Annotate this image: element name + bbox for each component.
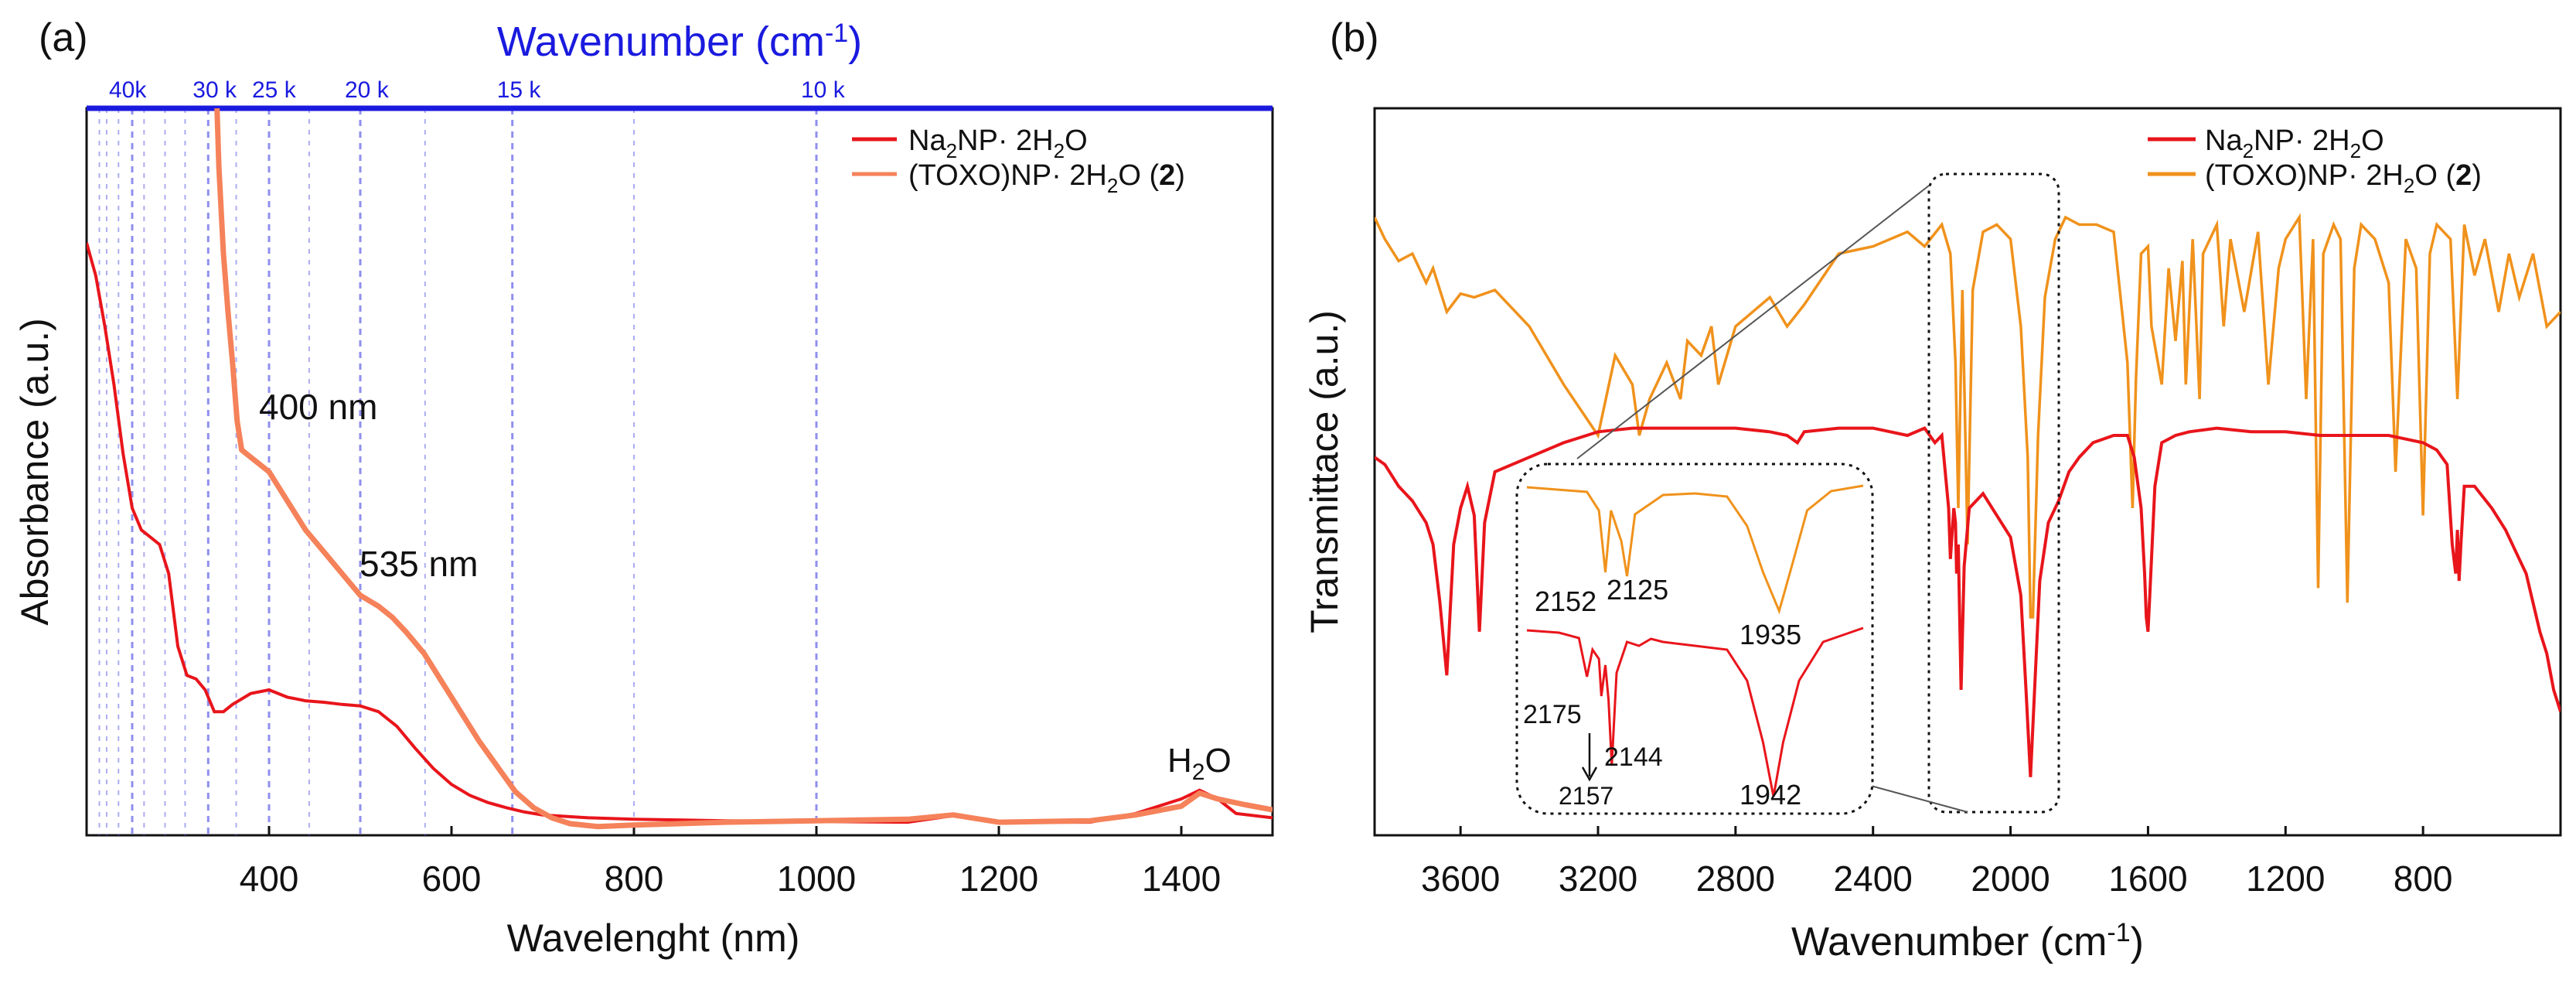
top-axis-tick-label: 15 k xyxy=(497,77,542,103)
x-axis-tick-label: 800 xyxy=(605,858,664,899)
panel-a-top-gridlines xyxy=(98,108,818,835)
series-na2np-line xyxy=(87,242,1273,824)
x-axis-tick-label: 1200 xyxy=(959,858,1038,899)
series-toxonp-line xyxy=(214,108,1273,830)
legend-b-label-na2np: Na2NP· 2H2O xyxy=(2205,125,2384,162)
panel-b-label: (b) xyxy=(1330,15,1379,60)
inset-label-2157: 2157 xyxy=(1559,782,1613,810)
inset-na2np-line xyxy=(1526,626,1864,797)
top-axis-tick-label: 25 k xyxy=(252,77,297,103)
x-axis-tick-label: 1400 xyxy=(1142,858,1221,899)
top-axis-tick-label: 20 k xyxy=(345,77,390,103)
ftir-x-axis-tick-label: 2400 xyxy=(1834,858,1913,899)
panel-a-y-axis-title: Absorbance (a.u.) xyxy=(13,318,56,625)
panel-a-x-axis-title: Wavelenght (nm) xyxy=(507,916,800,960)
panel-b-x-axis-title: Wavenumber (cm-1) xyxy=(1791,918,2144,964)
x-axis-tick-label: 400 xyxy=(240,858,299,899)
legend-label-toxonp: (TOXO)NP· 2H2O (2) xyxy=(908,159,1185,197)
inset-frame xyxy=(1515,462,1874,815)
x-axis-tick-label: 1000 xyxy=(777,858,856,899)
panel-a-uv-vis: 40k 30 k 25 k 20 k 15 k 10 k Wavenumber (cm-1… xyxy=(13,19,1274,960)
ftir-x-axis-tick-label: 1600 xyxy=(2108,858,2187,899)
inset-zoom: 2152 2125 1935 2175 2144 2157 1942 xyxy=(1515,462,1874,815)
series-toxonp-ftir-line xyxy=(1375,213,2561,619)
legend-label-na2np: Na2NP· 2H2O xyxy=(908,125,1088,162)
inset-label-2125: 2125 xyxy=(1607,574,1668,606)
panel-b-frame xyxy=(1373,107,2562,837)
ftir-x-axis-tick-label: 3600 xyxy=(1421,858,1500,899)
annotation-535nm: 535 nm xyxy=(359,544,478,584)
annotation-400nm: 400 nm xyxy=(259,387,377,427)
ftir-x-axis-tick-label: 3200 xyxy=(1559,858,1637,899)
inset-label-2144: 2144 xyxy=(1604,742,1663,772)
ftir-x-axis-tick-label: 2000 xyxy=(1971,858,2050,899)
highlight-box xyxy=(1927,172,2060,814)
ftir-x-axis-tick-label: 2800 xyxy=(1696,858,1775,899)
inset-arrow-head xyxy=(1581,766,1598,782)
top-axis-tick-label: 30 k xyxy=(193,77,237,103)
zoom-line-bottom xyxy=(1870,785,1968,813)
ftir-x-axis-tick-label: 1200 xyxy=(2246,858,2325,899)
inset-toxonp-line xyxy=(1526,484,1864,615)
panel-a-label: (a) xyxy=(39,15,88,60)
inset-label-2175: 2175 xyxy=(1523,700,1582,729)
top-axis-tick-label: 10 k xyxy=(801,77,846,103)
panel-a-top-axis-ticks: 40k 30 k 25 k 20 k 15 k 10 k xyxy=(109,77,846,103)
zoom-line-top xyxy=(1576,185,1930,459)
top-axis-tick-label: 40k xyxy=(109,77,147,103)
annotation-h2o: H2O xyxy=(1167,742,1232,785)
panel-b-ftir: 3600 3200 2800 2400 2000 1600 1200 800 Wavenumb… xyxy=(1303,107,2562,964)
inset-label-1942: 1942 xyxy=(1739,779,1801,811)
panel-a-legend: Na2NP· 2H2O (TOXO)NP· 2H2O (2) xyxy=(852,125,1185,197)
panel-a-x-axis-ticks: 400 600 800 1000 1200 1400 xyxy=(240,826,1221,899)
panel-b-y-axis-title: Transmittace (a.u.) xyxy=(1303,310,1346,633)
inset-label-1935: 1935 xyxy=(1739,619,1801,650)
panel-a-frame xyxy=(85,107,1274,837)
x-axis-tick-label: 600 xyxy=(422,858,482,899)
series-na2np-ftir-line xyxy=(1375,426,2561,777)
panel-a-top-axis-title: Wavenumber (cm-1) xyxy=(497,19,862,65)
legend-b-label-toxonp: (TOXO)NP· 2H2O (2) xyxy=(2205,159,2482,197)
panel-b-legend: Na2NP· 2H2O (TOXO)NP· 2H2O (2) xyxy=(2148,125,2482,197)
panel-b-x-axis-ticks: 3600 3200 2800 2400 2000 1600 1200 800 xyxy=(1421,826,2453,899)
inset-label-2152: 2152 xyxy=(1535,585,1596,617)
ftir-x-axis-tick-label: 800 xyxy=(2394,858,2453,899)
